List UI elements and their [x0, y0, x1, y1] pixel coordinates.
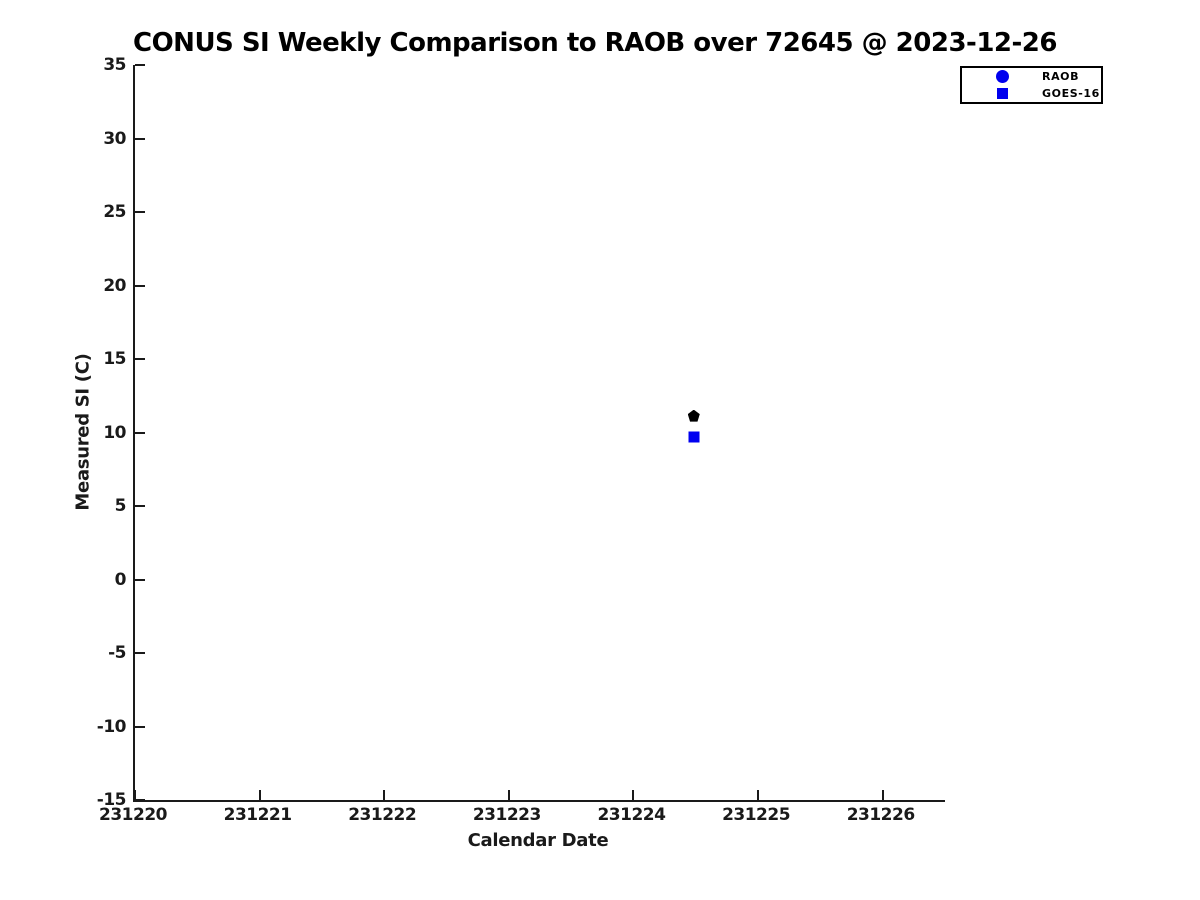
x-tick-label: 231225	[722, 805, 791, 825]
y-tick-label: -15	[96, 790, 127, 810]
y-tick-label: 0	[114, 569, 127, 590]
y-tick-label: 35	[103, 55, 126, 75]
legend-label: RAOB	[1042, 70, 1080, 83]
y-tick-mark	[135, 284, 145, 287]
x-tick-mark	[258, 790, 261, 800]
x-tick-label: 231222	[348, 805, 417, 825]
y-tick-mark	[135, 505, 145, 507]
y-tick-label: -5	[108, 643, 126, 663]
chart-title: CONUS SI Weekly Comparison to RAOB over …	[133, 28, 1057, 58]
x-tick-label: 231223	[472, 805, 541, 825]
legend-marker-cell	[962, 88, 1042, 99]
x-tick-label: 231226	[846, 805, 915, 825]
legend: RAOB GOES-16	[960, 66, 1103, 104]
plot-area	[133, 64, 945, 802]
legend-circle-icon	[995, 70, 1009, 83]
data-point-goes-16	[688, 431, 700, 443]
y-tick-label: -10	[96, 716, 127, 737]
y-tick-mark	[135, 431, 145, 434]
legend-row: RAOB	[962, 68, 1101, 85]
x-axis-label: Calendar Date	[467, 830, 609, 851]
y-tick-mark	[135, 652, 145, 654]
y-tick-label: 25	[103, 202, 126, 222]
x-tick-label: 231224	[597, 805, 666, 825]
x-tick-mark	[881, 790, 884, 800]
y-tick-label: 15	[103, 349, 126, 369]
x-tick-label: 231221	[223, 805, 292, 825]
legend-row: GOES-16	[962, 85, 1101, 102]
legend-marker-cell	[962, 70, 1042, 83]
y-tick-mark	[135, 211, 145, 213]
y-tick-mark	[135, 799, 145, 801]
y-tick-mark	[135, 578, 145, 581]
data-point-raob	[687, 409, 700, 422]
y-tick-mark	[135, 137, 145, 140]
legend-label: GOES-16	[1042, 87, 1100, 100]
y-tick-label: 10	[103, 422, 126, 443]
x-tick-mark	[757, 790, 760, 800]
legend-square-icon	[996, 88, 1008, 99]
y-tick-mark	[135, 725, 145, 728]
y-tick-label: 5	[114, 496, 127, 516]
y-tick-mark	[135, 64, 145, 66]
y-axis-label: Measured SI (C)	[72, 353, 94, 511]
y-tick-mark	[135, 358, 145, 360]
x-tick-mark	[134, 790, 136, 800]
x-tick-mark	[632, 790, 635, 800]
x-tick-mark	[383, 790, 386, 800]
x-tick-label: 231220	[99, 805, 167, 825]
x-tick-mark	[507, 790, 510, 800]
y-tick-label: 20	[103, 275, 126, 296]
y-tick-label: 30	[103, 128, 126, 149]
